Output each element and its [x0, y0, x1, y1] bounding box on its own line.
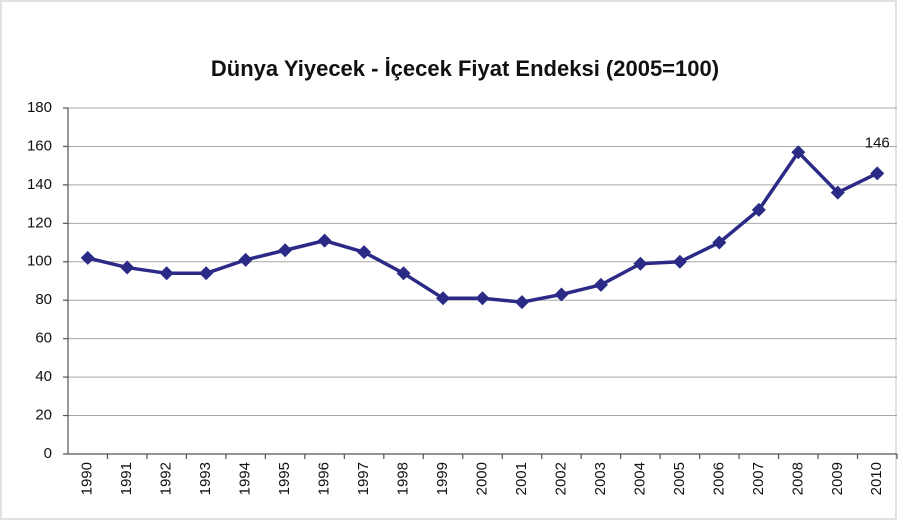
point	[554, 287, 569, 302]
y-tick-label: 160	[27, 137, 52, 154]
x-tick-label: 2000	[473, 462, 490, 495]
point	[80, 250, 95, 265]
x-tick-label: 2002	[552, 462, 569, 495]
x-tick-label: 1995	[276, 462, 293, 495]
y-tick-label: 20	[35, 407, 52, 424]
point	[159, 266, 174, 281]
x-tick-label: 2007	[750, 462, 767, 495]
point	[712, 235, 727, 250]
x-tick-label: 1992	[158, 462, 175, 495]
x-tick-label: 1990	[79, 462, 96, 495]
point	[672, 254, 687, 269]
point	[791, 145, 806, 160]
point	[436, 291, 451, 306]
point	[199, 266, 214, 281]
point	[593, 277, 608, 292]
y-tick-label: 60	[35, 330, 52, 347]
point	[278, 243, 293, 258]
x-tick-label: 1994	[237, 462, 254, 495]
x-tick-label: 2001	[513, 462, 530, 495]
x-tick-label: 1999	[434, 462, 451, 495]
data-label: 146	[865, 134, 890, 151]
y-tick-label: 180	[27, 99, 52, 116]
point	[357, 245, 372, 260]
point	[870, 166, 885, 181]
y-tick-label: 40	[35, 368, 52, 385]
x-tick-label: 1997	[355, 462, 372, 495]
x-tick-label: 2003	[592, 462, 609, 495]
y-tick-label: 140	[27, 176, 52, 193]
x-tick-label: 1991	[118, 462, 135, 495]
point	[396, 266, 411, 281]
point	[120, 260, 135, 275]
x-tick-label: 2009	[829, 462, 846, 495]
point	[751, 202, 766, 217]
x-tick-label: 2006	[710, 462, 727, 495]
x-tick-label: 1996	[316, 462, 333, 495]
x-tick-label: 1993	[197, 462, 214, 495]
y-tick-label: 80	[35, 291, 52, 308]
point	[514, 295, 529, 310]
point	[633, 256, 648, 271]
y-tick-label: 0	[44, 445, 52, 462]
x-tick-label: 2004	[631, 462, 648, 495]
point	[238, 252, 253, 267]
point	[475, 291, 490, 306]
point	[317, 233, 332, 248]
x-tick-label: 1998	[395, 462, 412, 495]
y-tick-label: 120	[27, 214, 52, 231]
chart-title: Dünya Yiyecek - İçecek Fiyat Endeksi (20…	[211, 56, 719, 81]
y-tick-label: 100	[27, 253, 52, 270]
x-tick-label: 2010	[868, 462, 885, 495]
x-tick-label: 2008	[789, 462, 806, 495]
x-tick-label: 2005	[671, 462, 688, 495]
point	[830, 185, 845, 200]
